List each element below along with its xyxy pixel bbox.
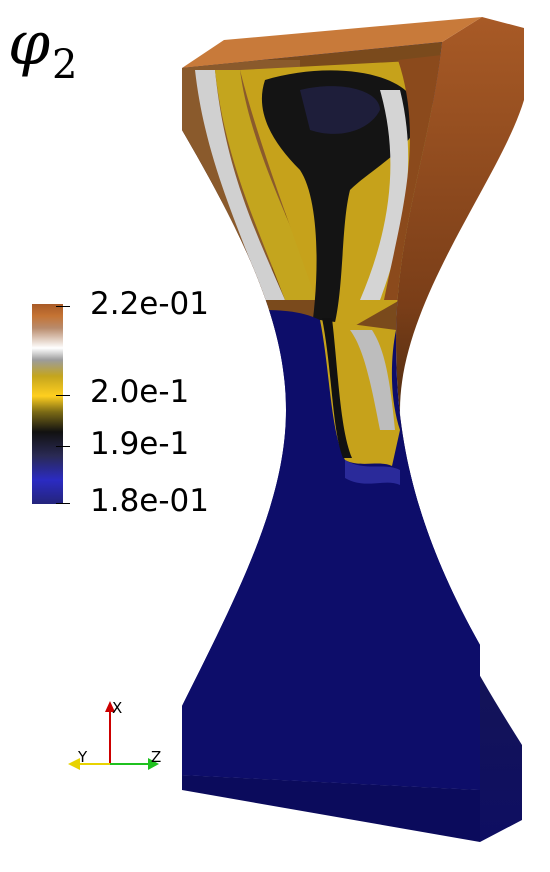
x-axis-label: X: [112, 699, 123, 717]
z-axis-arrow: [148, 758, 159, 770]
colorbar-label-max: 2.2e-01: [90, 286, 210, 322]
colorbar-tick: [56, 395, 70, 396]
colorbar-label-min: 1.8e-01: [90, 483, 210, 519]
y-axis-arrow: [68, 758, 80, 770]
colorbar-tick: [56, 503, 70, 504]
y-axis-label: Y: [78, 748, 88, 766]
colorbar-label: 1.9e-1: [90, 426, 190, 462]
colorbar: [32, 304, 63, 504]
specimen-top-face: [182, 17, 482, 68]
specimen-side-face: [396, 17, 524, 842]
specimen-bottom-face: [182, 775, 480, 842]
orientation-axes[interactable]: [60, 698, 170, 778]
x-axis-arrow: [105, 701, 115, 712]
title-subscript: 2: [52, 42, 78, 88]
colorbar-tick: [56, 446, 70, 447]
z-axis-label: Z: [151, 748, 162, 766]
field-title: φ2: [8, 14, 77, 85]
title-symbol: φ: [8, 9, 51, 79]
colorbar-tick: [56, 306, 70, 307]
colorbar-label: 2.0e-1: [90, 374, 190, 410]
